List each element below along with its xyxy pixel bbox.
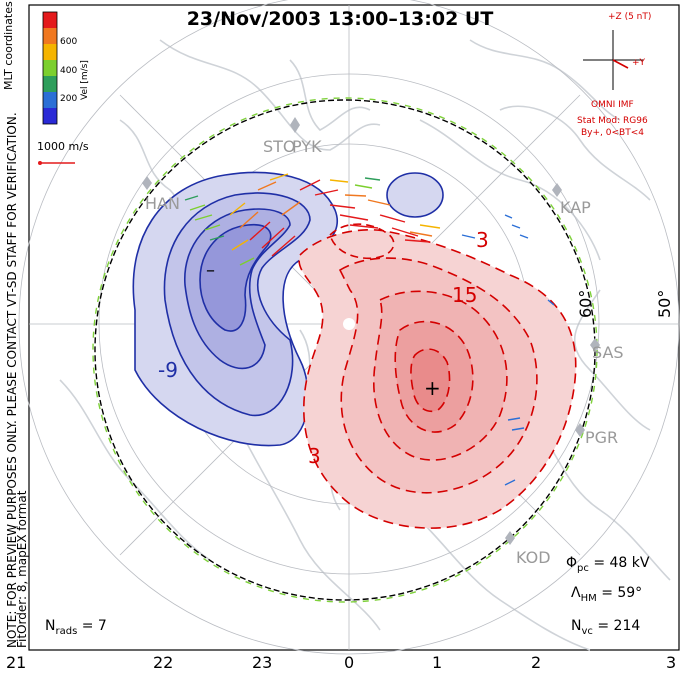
colorbar-tick-200: 200 (60, 94, 78, 104)
page-title: 23/Nov/2003 13:00–13:02 UT (186, 8, 494, 30)
station-pyk: PYK (292, 137, 322, 156)
n-rads-value: = 7 (81, 618, 107, 634)
lambda-hm-value: = 59° (601, 585, 643, 601)
mlt-hour-0: 0 (344, 653, 355, 672)
station-han: HAN (145, 194, 180, 213)
imf-dial (583, 30, 643, 90)
mlt-hour-2: 2 (531, 653, 542, 672)
contour-label-neg9: -9 (158, 358, 178, 382)
imf-source: OMNI IMF (591, 100, 634, 110)
latitude-label-50: 50° (655, 289, 674, 318)
station-pgr: PGR (585, 428, 619, 447)
n-vc-stat: Nvc = 214 (571, 618, 641, 637)
mlt-hour-23: 23 (252, 653, 273, 672)
colorbar-label: Vel [m/s] (80, 60, 90, 100)
potential-max-marker: + (424, 376, 441, 400)
heppner-maynard-boundary-green (92, 97, 598, 603)
station-sto: STO (263, 137, 296, 156)
velocity-vectors (184, 173, 555, 486)
scale-vector-label: 1000 m/s (37, 140, 89, 153)
positive-potential-cell (298, 229, 577, 529)
fit-order-note: FitOrder: 8, mapEX format (15, 490, 29, 648)
colorbar (42, 11, 58, 125)
positive-potential-upper-lobe (329, 223, 395, 260)
n-rads-stat: Nrads = 7 (45, 618, 107, 637)
mlt-hour-21: 21 (6, 653, 27, 672)
mlt-hour-3: 3 (666, 653, 677, 672)
negative-potential-cell (132, 171, 338, 447)
contour-label-3-upper: 3 (476, 228, 489, 252)
contour-label-3-lower: 3 (308, 444, 321, 468)
scale-vector (38, 161, 75, 165)
potential-min-marker: – (206, 260, 215, 281)
phi-pc-value: = 48 kV (593, 555, 650, 571)
mlt-hour-1: 1 (432, 653, 443, 672)
imf-z-label: +Z (5 nT) (608, 12, 652, 22)
coordinate-label: MLT coordinates (2, 1, 15, 90)
lambda-hm-stat: ΛHM = 59° (571, 585, 643, 604)
phi-pc-stat: Φpc = 48 kV (566, 555, 650, 574)
latitude-label-60: 60° (576, 289, 595, 318)
imf-model: Stat Mod: RG96 (577, 116, 648, 126)
colorbar-tick-600: 600 (60, 37, 78, 47)
mlt-hour-22: 22 (153, 653, 174, 672)
imf-y-label: +Y (632, 58, 646, 68)
station-kap: KAP (560, 198, 591, 217)
n-vc-value: = 214 (597, 618, 641, 634)
colorbar-tick-400: 400 (60, 66, 78, 76)
station-kod: KOD (516, 548, 551, 567)
pole-marker (343, 318, 355, 330)
station-sas: SAS (592, 343, 624, 362)
imf-condition: By+, 0<BT<4 (581, 128, 644, 138)
coastlines (59, 39, 671, 651)
station-markers (142, 117, 600, 545)
negative-potential-small-cell (386, 172, 444, 218)
contour-label-15: 15 (452, 283, 478, 307)
